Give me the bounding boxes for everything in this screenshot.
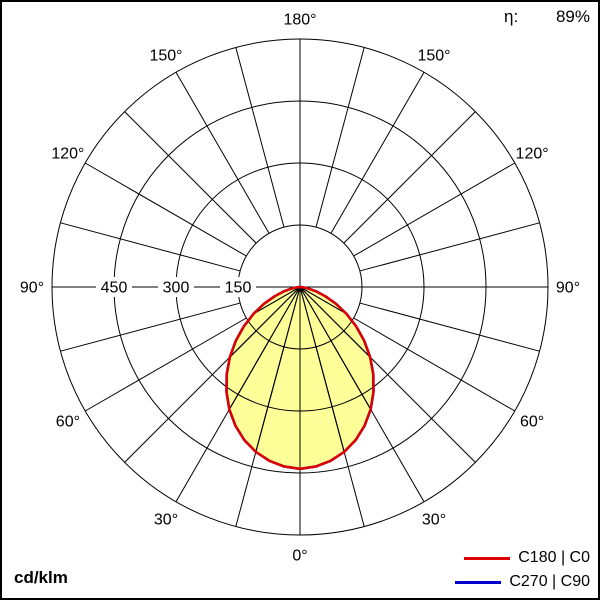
legend-item-c90: C270 | C90: [455, 572, 590, 592]
radial-label-bg: [96, 277, 132, 297]
efficiency-value: 89%: [555, 7, 590, 26]
grid-spoke: [299, 287, 374, 463]
grid-spoke: [330, 340, 425, 503]
angle-label: 120°: [51, 146, 84, 163]
angle-label: 180°: [283, 12, 316, 29]
radial-label-bg: [220, 277, 256, 297]
legend-label-c90: C270 | C90: [509, 573, 590, 590]
legend-item-c0: C180 | C0: [455, 548, 590, 568]
grid-spoke: [315, 346, 365, 527]
curve-c180-c0: [225, 285, 375, 471]
grid-spoke: [330, 71, 425, 234]
grid-spoke: [299, 287, 374, 412]
grid-spoke: [226, 287, 301, 463]
grid-spoke: [359, 222, 540, 272]
legend-label-c0: C180 | C0: [518, 549, 590, 566]
angle-label: 60°: [56, 414, 80, 431]
legend-line-c0-icon: [464, 556, 511, 560]
grid-spoke: [124, 330, 257, 463]
radial-tick-label: 450: [101, 280, 128, 297]
angle-label: 30°: [422, 512, 446, 529]
radial-tick-label: 150: [225, 280, 252, 297]
unit-label: cd/klm: [14, 568, 68, 587]
radial-tick-label: 300: [163, 280, 190, 297]
grid-spoke: [353, 162, 516, 257]
grid-spoke: [84, 317, 247, 412]
grid-spoke: [315, 47, 365, 228]
grid-spoke: [124, 111, 257, 244]
radial-label-bg: [158, 277, 194, 297]
grid-spoke: [343, 111, 476, 244]
grid-spoke: [235, 346, 285, 527]
legend-line-c90-icon: [455, 580, 502, 584]
grid-spoke: [353, 317, 516, 412]
grid-spoke: [175, 340, 270, 503]
angle-label: 150°: [149, 48, 182, 65]
efficiency-readout: η: 89%: [504, 7, 590, 27]
angle-label: 90°: [20, 280, 44, 297]
grid-spoke: [226, 287, 301, 412]
grid-spoke: [175, 71, 270, 234]
angle-label: 120°: [516, 146, 549, 163]
angle-label: 30°: [154, 512, 178, 529]
angle-label: 0°: [292, 548, 307, 565]
angle-label: 150°: [417, 48, 450, 65]
grid-spoke: [235, 47, 285, 228]
grid-spoke: [60, 222, 241, 272]
angle-label: 60°: [520, 414, 544, 431]
legend: C180 | C0 C270 | C90: [455, 548, 590, 592]
grid-spoke: [60, 302, 241, 352]
angle-label: 90°: [556, 280, 580, 297]
efficiency-label: η:: [504, 7, 519, 26]
grid-spoke: [359, 302, 540, 352]
grid-spoke: [84, 162, 247, 257]
grid-spoke: [343, 330, 476, 463]
